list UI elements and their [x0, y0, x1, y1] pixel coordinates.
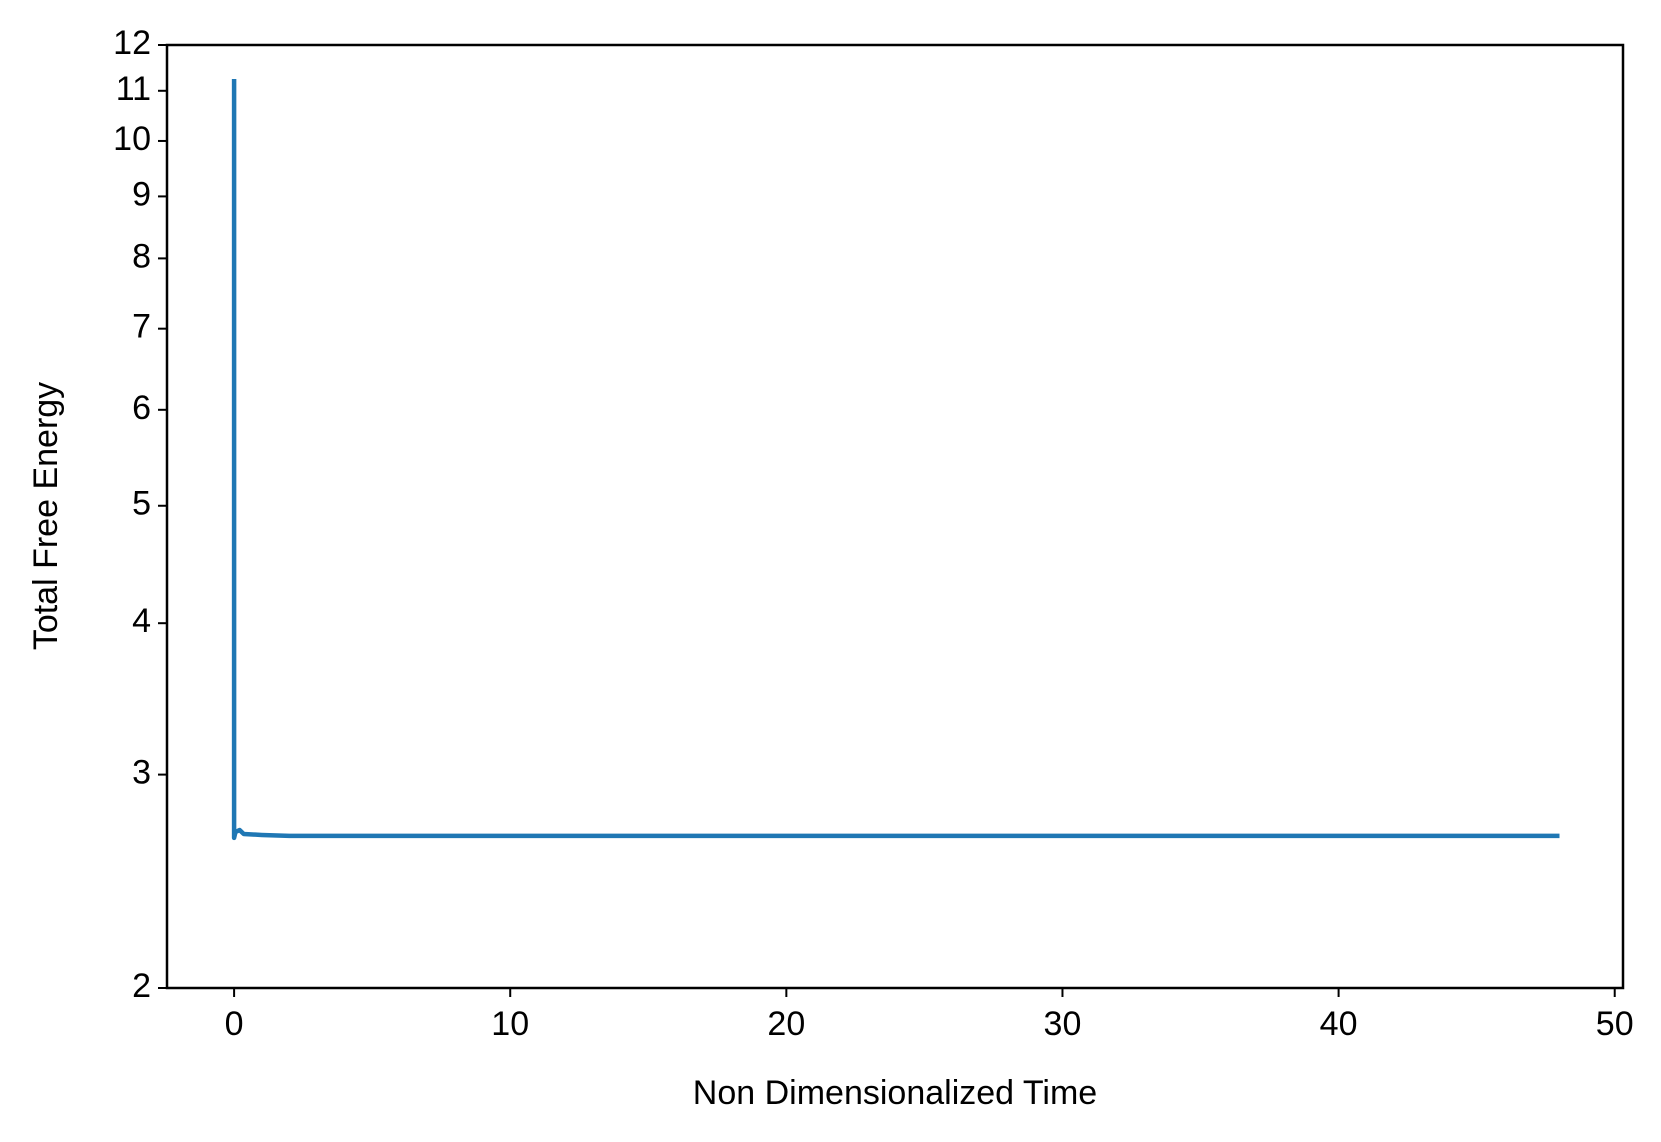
y-tick-label: 12 [113, 24, 151, 62]
y-tick-label: 6 [132, 389, 151, 427]
x-tick-label: 20 [767, 1005, 805, 1043]
y-tick-label: 4 [132, 602, 151, 640]
y-axis-label: Total Free Energy [27, 382, 65, 650]
x-tick-label: 50 [1596, 1005, 1634, 1043]
y-tick-label: 5 [132, 485, 151, 523]
y-tick-label: 8 [132, 237, 151, 275]
x-tick-label: 40 [1320, 1005, 1358, 1043]
y-tick-label: 10 [113, 120, 151, 158]
x-tick-label: 10 [491, 1005, 529, 1043]
y-tick-label: 7 [132, 308, 151, 346]
y-tick-label: 11 [116, 70, 151, 108]
y-tick-label: 9 [132, 175, 151, 213]
y-tick-label: 3 [132, 754, 151, 792]
x-tick-label: 0 [225, 1005, 244, 1043]
y-tick-label: 2 [132, 967, 151, 1005]
plot-frame [165, 43, 1625, 990]
line-series [231, 78, 1560, 841]
x-tick-label: 30 [1044, 1005, 1082, 1043]
x-axis-label: Non Dimensionalized Time [693, 1074, 1097, 1112]
